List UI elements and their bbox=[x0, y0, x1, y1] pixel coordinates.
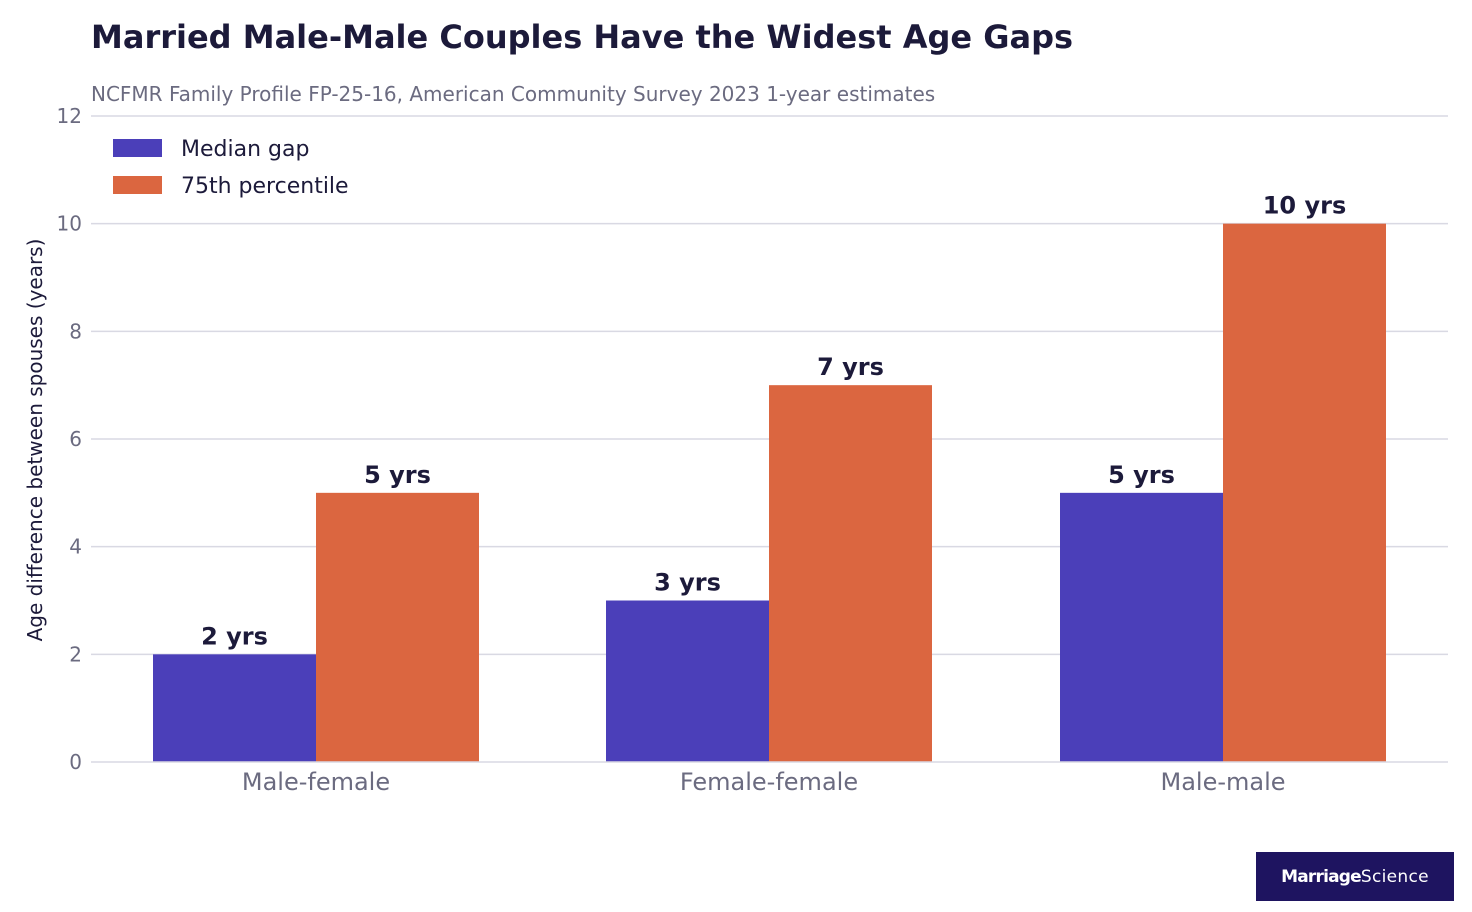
bar-75th-percentile bbox=[316, 492, 479, 762]
legend-swatch-75th-percentile bbox=[113, 176, 162, 194]
chart-title: Married Male-Male Couples Have the Wides… bbox=[91, 18, 1074, 56]
bar-75th-percentile bbox=[1223, 223, 1386, 762]
y-axis-label: Age difference between spouses (years) bbox=[23, 239, 47, 642]
y-tick-label: 6 bbox=[69, 427, 82, 451]
chart-subtitle: NCFMR Family Profile FP-25-16, American … bbox=[91, 82, 936, 106]
data-label: 3 yrs bbox=[654, 569, 721, 597]
bar-75th-percentile bbox=[769, 385, 932, 762]
data-label: 7 yrs bbox=[817, 353, 884, 381]
y-tick-label: 12 bbox=[57, 104, 82, 128]
logo-text-science: Science bbox=[1360, 866, 1429, 887]
legend-label-median: Median gap bbox=[181, 137, 309, 162]
bar-median bbox=[606, 600, 769, 762]
bar-median bbox=[153, 654, 316, 762]
data-label: 5 yrs bbox=[364, 461, 431, 489]
y-tick-label: 10 bbox=[57, 212, 82, 236]
data-label: 2 yrs bbox=[201, 622, 268, 650]
legend-swatch-median bbox=[113, 139, 162, 157]
y-tick-label: 2 bbox=[69, 642, 82, 666]
x-axis-ticks: Male-female Female-female Male-male bbox=[242, 768, 1286, 796]
x-tick-label: Male-male bbox=[1160, 768, 1285, 796]
logo-text-marriage: Marriage bbox=[1281, 866, 1362, 887]
y-axis-ticks: 0 2 4 6 8 10 12 bbox=[57, 104, 82, 774]
legend: Median gap 75th percentile bbox=[113, 137, 349, 199]
data-label: 10 yrs bbox=[1263, 192, 1347, 220]
marriage-science-logo: Marriage Science bbox=[1256, 852, 1454, 901]
y-tick-label: 0 bbox=[69, 750, 82, 774]
bars bbox=[153, 223, 1386, 762]
data-label: 5 yrs bbox=[1108, 461, 1175, 489]
data-labels: 2 yrs 5 yrs 3 yrs 7 yrs 5 yrs 10 yrs bbox=[201, 192, 1346, 651]
y-tick-label: 8 bbox=[69, 319, 82, 343]
x-tick-label: Male-female bbox=[242, 768, 390, 796]
y-tick-label: 4 bbox=[69, 535, 82, 559]
bar-median bbox=[1060, 492, 1223, 762]
x-tick-label: Female-female bbox=[680, 768, 858, 796]
legend-label-75th-percentile: 75th percentile bbox=[181, 174, 349, 199]
